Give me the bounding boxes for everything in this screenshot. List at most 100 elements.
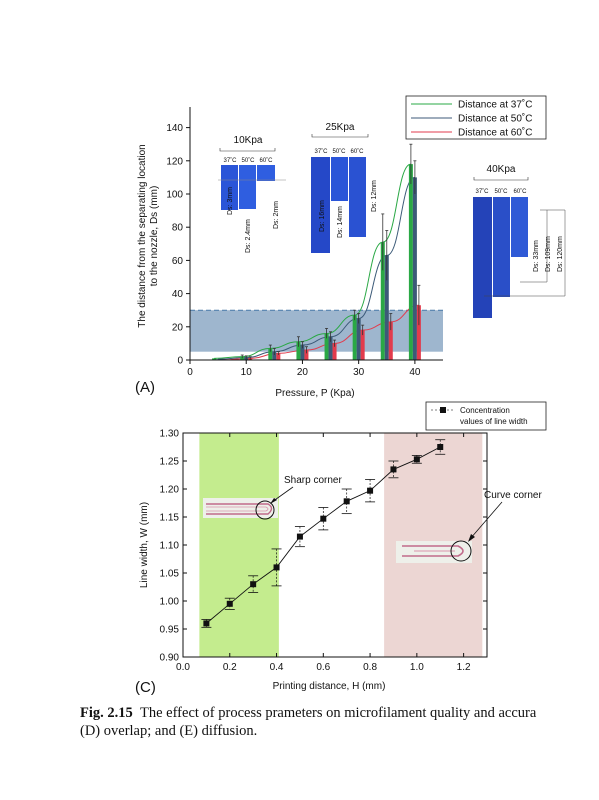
x-tick-label: 1.0: [410, 662, 424, 673]
annotation-arrowhead: [270, 498, 277, 504]
bar-series: [212, 143, 421, 361]
inset-title-40kpa: 40Kpa: [487, 164, 516, 175]
inset-photo: [239, 165, 256, 209]
bar: [408, 164, 413, 360]
inset-25kpa: 25Kpa 37˚C 50˚C 60˚C Ds: 16mm Ds: 14mm D…: [311, 122, 378, 253]
bar: [300, 345, 305, 360]
annotation-sharp-corner: Sharp corner: [284, 475, 342, 486]
legend-label-50: Distance at 50˚C: [458, 113, 532, 125]
bar: [416, 305, 421, 360]
inset-10kpa: 10Kpa 37˚C 50˚C 60˚C Ds: 3mm Ds: 2.4mm D…: [218, 135, 286, 253]
bar: [360, 330, 365, 360]
inset-photo: [331, 157, 348, 201]
bar: [384, 255, 389, 360]
y-tick-label: 80: [172, 223, 184, 234]
data-point: [367, 487, 374, 494]
chart-c: 0.90 0.95 1.00 1.05 1.10 1.15 1.20 1.25 1.30 0.0 0…: [135, 401, 547, 696]
inset-temp: 60˚C: [259, 157, 273, 164]
inset-ds-label: Ds: 12mm: [371, 180, 378, 212]
bar: [272, 351, 277, 360]
y-tick-label: 60: [172, 256, 184, 267]
inset-ds-label: Ds: 109mm: [545, 236, 552, 272]
bar-series-2: [220, 284, 421, 361]
legend-label-c-line2: values of line width: [460, 417, 528, 426]
x-tick-label: 0: [187, 367, 193, 378]
x-tick-label: 0.8: [363, 662, 377, 673]
inset-temp: 60˚C: [513, 188, 527, 195]
y-tick-label: 40: [172, 289, 184, 300]
annotation-arrow: [469, 501, 503, 540]
y-tick-label: 20: [172, 322, 184, 333]
y-axis-label-a-line1: The distance from the separating locatio…: [137, 144, 148, 327]
legend-c: Concentration values of line width: [425, 401, 547, 431]
annotation-curve-corner: Curve corner: [484, 490, 542, 501]
bar: [352, 315, 357, 360]
y-tick-label: 0.95: [160, 625, 180, 636]
legend-label-c-line1: Concentration: [460, 406, 510, 415]
inset-ds-label: Ds: 2mm: [273, 201, 280, 229]
data-point: [413, 456, 420, 463]
bar: [268, 348, 273, 360]
bar: [412, 177, 417, 360]
inset-temp: 50˚C: [494, 188, 508, 195]
data-point: [320, 515, 327, 522]
data-point: [390, 466, 397, 473]
x-axis-label-a: Pressure, P (Kpa): [275, 388, 354, 399]
legend-a: Distance at 37˚C Distance at 50˚C Distan…: [405, 95, 547, 140]
curve-corner-photo: [396, 540, 472, 563]
bar: [380, 242, 385, 360]
inset-photo: [473, 197, 492, 318]
y-tick-label: 1.00: [160, 597, 180, 608]
inset-temp: 37˚C: [223, 157, 237, 164]
bar: [276, 353, 281, 360]
inset-temp: 50˚C: [241, 157, 255, 164]
x-tick-label: 20: [297, 367, 309, 378]
x-tick-label: 0.0: [176, 662, 190, 673]
data-point: [296, 533, 303, 540]
legend-label-60: Distance at 60˚C: [458, 127, 532, 139]
bar-series-0: [212, 143, 413, 360]
data-point: [437, 444, 444, 450]
y-axis-label-a-line2: to the nozzle, Ds (mm): [149, 186, 160, 287]
data-point: [250, 581, 257, 588]
bar: [212, 358, 217, 360]
y-tick-label: 1.30: [160, 429, 180, 440]
y-tick-label: 1.05: [160, 569, 180, 580]
line-series: [201, 439, 446, 628]
inset-photo: [349, 157, 366, 237]
figure-caption: Fig. 2.15 The effect of process prameter…: [80, 704, 599, 740]
bar: [296, 341, 301, 360]
bar: [328, 336, 333, 360]
x-tick-label: 40: [409, 367, 421, 378]
x-tick-label: 30: [353, 367, 365, 378]
x-tick-label: 10: [241, 367, 253, 378]
annotation-arrowhead: [468, 534, 475, 542]
inset-photo: [493, 197, 510, 297]
x-tick-label: 0.6: [316, 662, 330, 673]
data-point: [343, 498, 350, 505]
caption-text-line1: The effect of process prameters on micro…: [140, 705, 537, 721]
inset-ds-label: Ds: 120mm: [557, 236, 564, 272]
chart-a: 0 20 40 60 80 100 120 140 0 10 20 30 40 (A) Pressure…: [135, 95, 566, 399]
bar: [388, 321, 393, 360]
shaded-band: [190, 309, 443, 352]
y-tick-label: 0.90: [160, 653, 180, 664]
inset-title-10kpa: 10Kpa: [234, 135, 263, 146]
highlight-regions: [199, 433, 483, 657]
inset-photo: [511, 197, 528, 257]
inset-temp: 60˚C: [350, 148, 364, 155]
inset-temp: 37˚C: [314, 148, 328, 155]
data-point: [203, 620, 210, 627]
panel-label-a: (A): [135, 379, 155, 396]
sharp-corner-photo: [203, 498, 278, 520]
y-tick-label: 1.15: [160, 513, 180, 524]
inset-photo: [311, 157, 330, 253]
x-tick-label: 1.2: [457, 662, 471, 673]
y-tick-label: 1.25: [160, 457, 180, 468]
data-point: [273, 564, 280, 571]
y-axis-label-c: Line width, W (mm): [139, 502, 150, 588]
y-tick-label: 120: [166, 156, 183, 167]
axes-c: 0.90 0.95 1.00 1.05 1.10 1.15 1.20 1.25 1.30 0.0 0…: [160, 429, 488, 673]
green-region: [199, 433, 279, 657]
